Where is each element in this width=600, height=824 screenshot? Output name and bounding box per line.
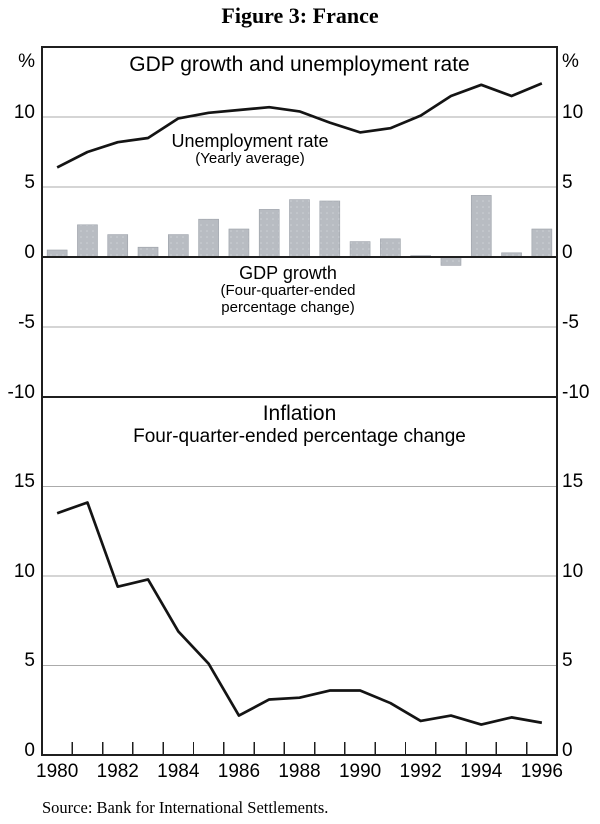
gdp-annotation-sublabel-2: percentage change) xyxy=(221,298,355,316)
y-axis-label-left: 5 xyxy=(24,650,35,672)
gdp-growth-bar xyxy=(380,238,401,258)
x-axis-year-label: 1982 xyxy=(96,761,139,782)
y-axis-label-right: 5 xyxy=(562,172,573,193)
chart-border xyxy=(41,46,558,756)
y-axis-label-right: 0 xyxy=(562,740,573,761)
unemployment-rate-line xyxy=(56,82,543,169)
gdp-growth-bar xyxy=(137,246,159,258)
unemployment-annotation-label: Unemployment rate xyxy=(171,131,329,151)
y-axis-label-left: -5 xyxy=(18,312,35,333)
y-axis-label-right: 0 xyxy=(562,242,573,263)
gdp-growth-bar xyxy=(319,200,341,258)
y-axis-label-left: -10 xyxy=(7,382,35,403)
gdp-growth-bar xyxy=(349,241,371,258)
x-axis-year-label: 1986 xyxy=(217,761,261,782)
gdp-growth-bar xyxy=(77,224,98,258)
y-axis-label-left: 0 xyxy=(24,242,35,263)
y-axis-label-left: 15 xyxy=(13,471,35,493)
x-axis-year-label: 1980 xyxy=(36,761,79,782)
x-axis-year-label: 1992 xyxy=(399,761,442,782)
y-axis-label-right: 10 xyxy=(562,560,584,582)
gdp-growth-bar xyxy=(198,218,219,258)
gdp-growth-bar xyxy=(258,209,280,258)
y-axis-label-left: 5 xyxy=(24,172,35,193)
x-axis-year-label: 1990 xyxy=(338,761,382,782)
gdp-annotation-label: GDP growth xyxy=(239,263,337,283)
gdp-growth-bar xyxy=(531,228,553,258)
y-axis-label-left: 10 xyxy=(13,102,35,123)
x-axis-year-label: 1984 xyxy=(157,761,200,782)
y-axis-label-right: 10 xyxy=(562,102,584,123)
gdp-growth-annotation: GDP growth (Four-quarter-ended percentag… xyxy=(138,263,438,316)
y-axis-label-right: -5 xyxy=(562,312,579,333)
gdp-annotation-sublabel-1: (Four-quarter-ended xyxy=(220,282,356,300)
x-axis-year-label: 1988 xyxy=(278,761,321,782)
percent-unit-label-left: % xyxy=(18,51,35,72)
inflation-line xyxy=(56,501,543,726)
x-axis-year-label: 1996 xyxy=(520,761,563,782)
x-axis-year-label: 1994 xyxy=(460,761,503,782)
source-note: Source: Bank for International Settlemen… xyxy=(42,798,329,817)
gdp-growth-bar xyxy=(228,228,250,258)
gdp-growth-bar xyxy=(107,234,129,258)
y-axis-label-right: -10 xyxy=(562,382,590,403)
y-axis-label-left: 0 xyxy=(24,740,35,761)
gdp-growth-bar xyxy=(46,249,68,258)
y-axis-label-right: 5 xyxy=(562,650,573,672)
bottom-panel-title: Inflation Four-quarter-ended percentage … xyxy=(42,402,557,447)
gdp-growth-bar xyxy=(440,256,462,266)
y-axis-label-right: 15 xyxy=(562,471,584,493)
gdp-growth-bar xyxy=(289,199,310,258)
gdp-growth-bar xyxy=(168,234,189,258)
unemployment-annotation: Unemployment rate (Yearly average) xyxy=(100,131,400,168)
inflation-subtitle: Four-quarter-ended percentage change xyxy=(133,425,466,447)
y-axis-label-left: 10 xyxy=(13,560,35,582)
gdp-growth-bar xyxy=(470,195,492,258)
figure-title: Figure 3: France xyxy=(221,3,379,28)
unemployment-annotation-sublabel: (Yearly average) xyxy=(195,150,305,168)
percent-unit-label-right: % xyxy=(562,51,579,72)
inflation-title: Inflation xyxy=(262,402,337,425)
top-panel-title: GDP growth and unemployment rate xyxy=(129,53,470,76)
